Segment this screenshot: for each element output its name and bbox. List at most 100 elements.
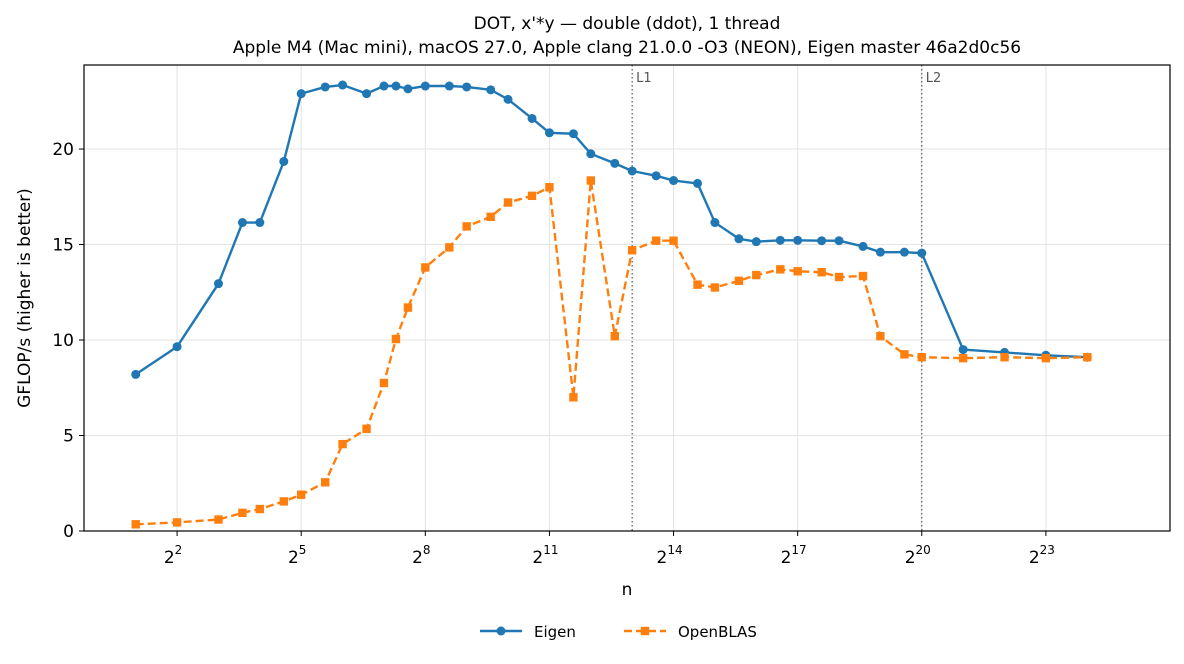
data-point-openblas: [858, 271, 868, 281]
data-point-openblas: [1083, 353, 1092, 362]
y-tick-label: 10: [52, 331, 74, 351]
x-tick-label: 211: [532, 543, 558, 568]
data-point-openblas: [403, 303, 413, 312]
x-tick-label: 25: [288, 543, 306, 568]
data-point-eigen: [858, 241, 868, 251]
data-point-openblas: [486, 212, 495, 222]
data-point-eigen: [338, 80, 348, 90]
plot-frame: [83, 64, 1171, 532]
data-point-eigen: [899, 247, 909, 257]
data-point-openblas: [734, 276, 744, 286]
data-point-eigen: [503, 94, 513, 104]
data-point-openblas: [131, 520, 140, 529]
data-point-openblas: [651, 236, 661, 245]
data-point-openblas: [462, 222, 471, 231]
data-point-openblas: [238, 508, 247, 518]
x-tick-label: 220: [905, 543, 931, 568]
data-point-openblas: [445, 243, 454, 252]
x-tick-label: 223: [1029, 543, 1055, 568]
data-point-openblas: [752, 270, 761, 280]
legend-label-openblas: OpenBLAS: [678, 623, 757, 641]
x-axis-label: n: [622, 580, 633, 600]
data-point-eigen: [444, 81, 454, 91]
data-point-openblas: [172, 518, 182, 527]
data-point-eigen: [172, 342, 182, 352]
chart-title: DOT, x'*y — double (ddot), 1 thread: [474, 14, 781, 34]
data-point-eigen: [568, 129, 578, 139]
data-point-eigen: [693, 178, 703, 188]
data-point-openblas: [527, 191, 537, 201]
data-point-eigen: [462, 82, 472, 92]
reference-line-label: L1: [636, 71, 652, 86]
data-point-eigen: [875, 247, 885, 257]
data-point-eigen: [486, 85, 496, 95]
data-point-eigen: [213, 279, 223, 289]
data-point-eigen: [403, 84, 413, 94]
data-point-eigen: [320, 82, 330, 92]
series-line-eigen: [135, 83, 1088, 376]
data-point-openblas: [391, 334, 401, 344]
data-point-eigen: [627, 166, 637, 176]
data-point-openblas: [900, 350, 909, 359]
data-point-openblas: [545, 183, 554, 192]
data-point-openblas: [834, 272, 844, 282]
data-point-openblas: [586, 176, 595, 185]
data-point-eigen: [793, 235, 803, 245]
data-point-openblas: [917, 353, 926, 362]
data-point-eigen: [958, 345, 968, 355]
data-point-eigen: [834, 236, 844, 246]
data-point-openblas: [876, 331, 885, 341]
data-point-eigen: [586, 149, 596, 159]
series-openblas: [131, 176, 1092, 529]
y-axis-ticks: 0 5 10 15 20: [52, 140, 84, 542]
y-tick-label: 5: [63, 427, 74, 447]
series-line-openblas: [135, 179, 1088, 526]
data-point-openblas: [421, 263, 430, 272]
data-point-openblas: [320, 478, 330, 487]
data-point-eigen: [420, 81, 430, 91]
chart-subtitle: Apple M4 (Mac mini), macOS 27.0, Apple c…: [233, 38, 1021, 58]
data-point-eigen: [391, 81, 401, 91]
data-point-eigen: [296, 89, 306, 99]
data-point-openblas: [627, 246, 637, 255]
data-point-eigen: [817, 236, 827, 246]
data-point-eigen: [379, 81, 389, 91]
data-point-openblas: [669, 236, 678, 245]
x-tick-label: 217: [781, 543, 807, 568]
data-point-openblas: [1000, 353, 1009, 362]
x-axis-ticks: 22 25 28 211 214 217 220 223: [164, 531, 1055, 568]
reference-line-label: L2: [926, 71, 942, 86]
data-point-eigen: [651, 171, 661, 181]
data-point-eigen: [710, 218, 720, 228]
data-point-eigen: [237, 218, 247, 228]
grid: [84, 65, 1170, 532]
y-tick-label: 0: [63, 522, 74, 542]
data-point-eigen: [362, 89, 372, 99]
data-point-openblas: [362, 424, 371, 434]
data-point-openblas: [279, 497, 289, 506]
data-point-eigen: [669, 176, 679, 186]
legend-marker-eigen: [496, 626, 506, 636]
data-point-openblas: [958, 353, 968, 363]
data-point-openblas: [255, 504, 265, 514]
data-point-openblas: [693, 280, 702, 289]
data-point-eigen: [610, 158, 620, 168]
data-point-eigen: [775, 235, 785, 245]
data-point-openblas: [793, 267, 802, 276]
data-point-eigen: [279, 156, 289, 166]
data-point-eigen: [751, 237, 761, 247]
data-point-openblas: [214, 515, 223, 524]
series-layer: [131, 80, 1092, 529]
x-tick-label: 28: [412, 543, 430, 568]
data-point-eigen: [734, 234, 744, 244]
legend-marker-openblas: [640, 626, 650, 636]
x-tick-label: 214: [656, 543, 682, 568]
data-point-eigen: [527, 113, 537, 123]
legend: Eigen OpenBLAS: [480, 623, 757, 641]
legend-label-eigen: Eigen: [534, 623, 576, 641]
data-point-openblas: [503, 198, 513, 207]
data-point-openblas: [569, 393, 578, 402]
data-point-openblas: [610, 331, 619, 341]
data-point-openblas: [817, 268, 826, 277]
